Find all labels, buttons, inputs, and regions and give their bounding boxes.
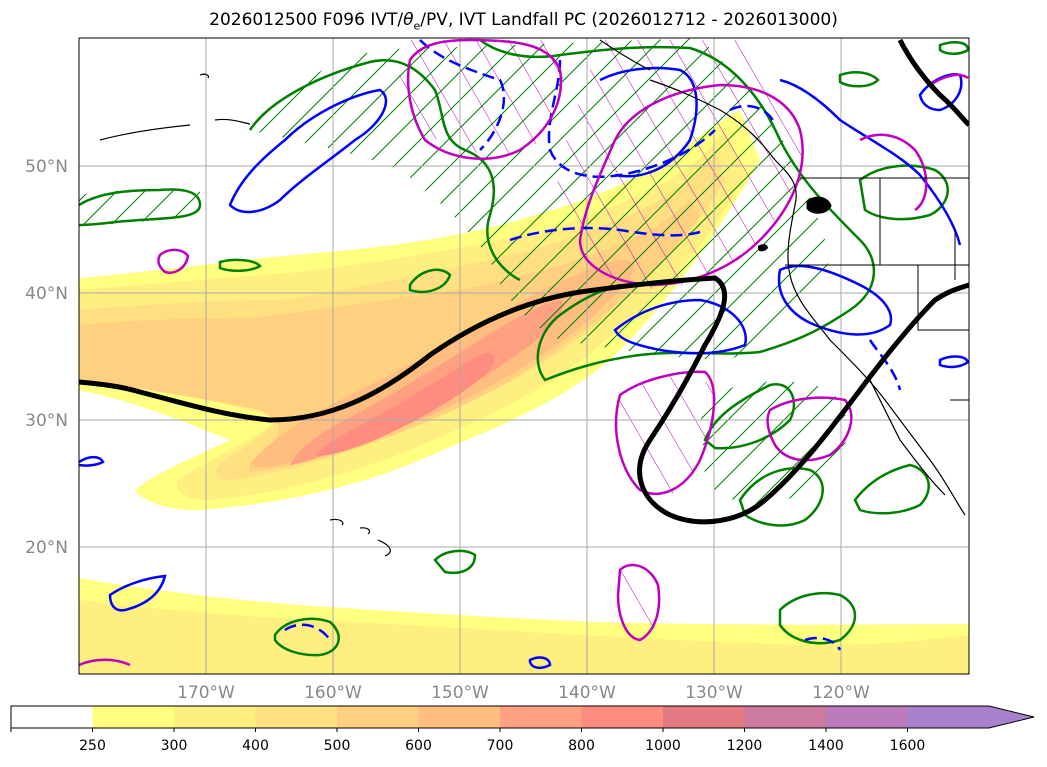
colorbar-tick-label: 250	[79, 738, 106, 754]
ivt-southern-band-inner	[79, 600, 969, 674]
colorbar-segment	[174, 706, 256, 728]
colorbar-tick-label: 1400	[808, 738, 844, 754]
black-contours	[79, 38, 969, 525]
colorbar-tick-label: 600	[405, 738, 432, 754]
lat-label-50: 50°N	[25, 157, 68, 177]
colorbar: 250 300 400 500 600 700 800 1000 1200 1400 1600	[10, 705, 1035, 754]
lat-label-40: 40°N	[25, 284, 68, 304]
lon-label-130w: 130°W	[685, 683, 743, 703]
colorbar-segment	[255, 706, 338, 728]
lat-label-20: 20°N	[25, 538, 68, 558]
lon-label-150w: 150°W	[431, 683, 489, 703]
lon-label-170w: 170°W	[177, 683, 235, 703]
blue-dashed-contours	[284, 39, 902, 651]
colorbar-segment	[337, 706, 419, 728]
low-center-marker	[806, 196, 832, 214]
map-title: 2026012500 F096 IVT/θe/PV, IVT Landfall …	[209, 10, 838, 33]
map-frame	[78, 37, 970, 675]
colorbar-segment	[92, 706, 175, 728]
longitude-labels: 170°W 160°W 150°W 140°W 130°W 120°W	[177, 683, 870, 703]
colorbar-segment	[581, 706, 664, 728]
colorbar-tick-label: 1200	[727, 738, 763, 754]
colorbar-tick-label: 400	[242, 738, 269, 754]
ivt-contour-800	[290, 300, 564, 465]
blue-contours	[79, 66, 969, 670]
political-boundaries	[785, 177, 969, 401]
colorbar-tick-label: 800	[568, 738, 595, 754]
colorbar-segment	[744, 706, 827, 728]
colorbar-segment	[500, 706, 582, 728]
lat-label-30: 30°N	[25, 411, 68, 431]
colorbar-segment	[418, 706, 501, 728]
magenta-contours	[79, 38, 969, 667]
lon-label-140w: 140°W	[558, 683, 616, 703]
colorbar-extend-arrow	[907, 706, 1034, 728]
latitude-labels: 50°N 40°N 30°N 20°N	[25, 157, 68, 558]
lon-label-160w: 160°W	[304, 683, 362, 703]
colorbar-tick-label: 1000	[645, 738, 681, 754]
ivt-contour-1000	[315, 352, 495, 456]
colorbar-segment	[663, 706, 745, 728]
low-center-marker-2	[758, 244, 768, 252]
colorbar-tick-label: 300	[161, 738, 188, 754]
ivt-contour-500	[79, 200, 700, 472]
lon-label-120w: 120°W	[812, 683, 870, 703]
map-gridlines	[79, 38, 969, 674]
colorbar-segment	[11, 706, 93, 728]
colorbar-tick-label: 500	[324, 738, 351, 754]
colorbar-outline	[10, 705, 1035, 729]
colorbar-tick-label: 700	[487, 738, 514, 754]
green-contours	[79, 38, 969, 657]
coastlines	[99, 39, 966, 557]
colorbar-segment	[826, 706, 908, 728]
colorbar-tick-label: 1600	[890, 738, 926, 754]
